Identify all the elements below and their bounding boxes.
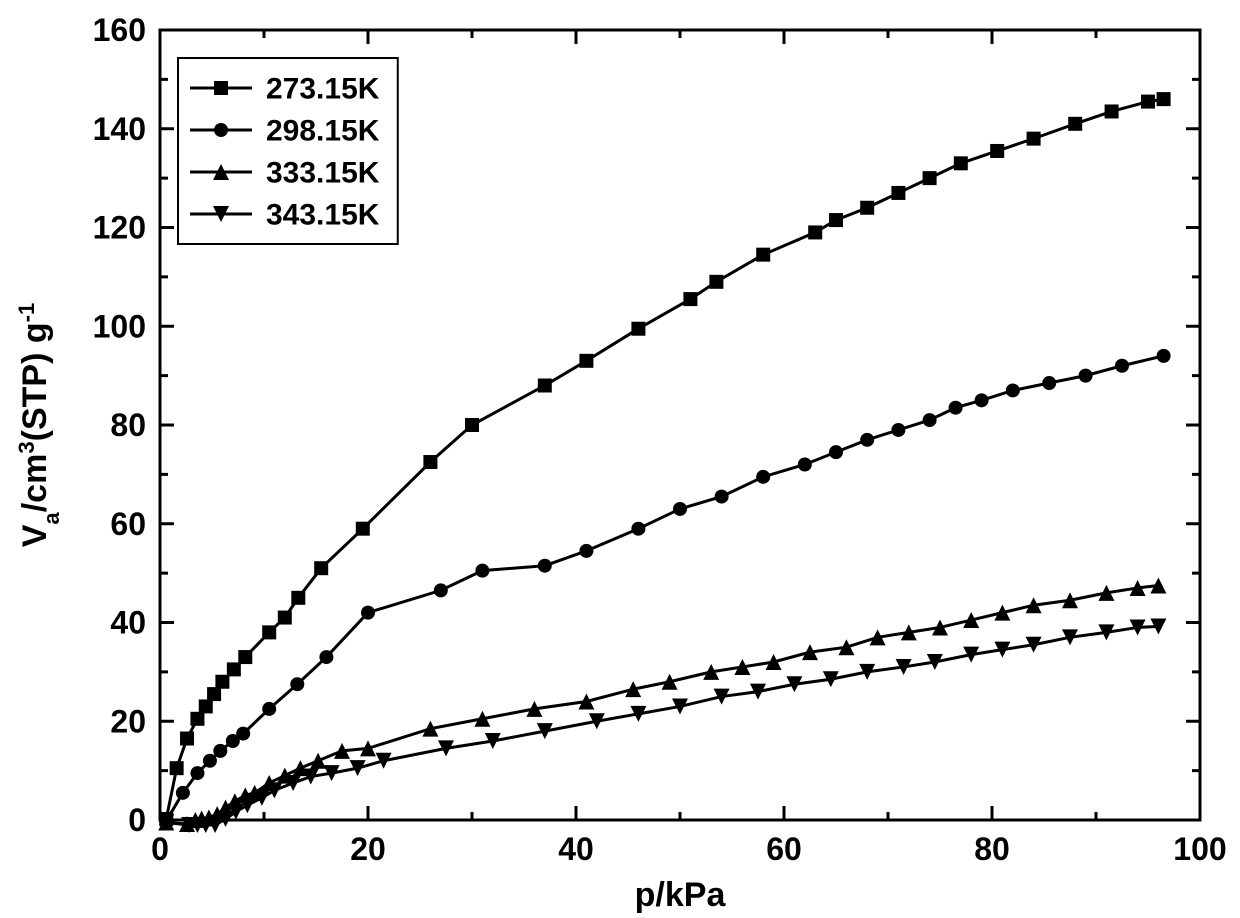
marker-square <box>190 712 204 726</box>
y-tick-label: 40 <box>110 605 146 641</box>
marker-square <box>262 625 276 639</box>
marker-circle <box>290 677 304 691</box>
marker-circle <box>579 544 593 558</box>
marker-circle <box>673 502 687 516</box>
marker-circle <box>949 401 963 415</box>
marker-square <box>756 248 770 262</box>
marker-square <box>1105 104 1119 118</box>
x-tick-label: 60 <box>766 831 802 867</box>
marker-square <box>423 455 437 469</box>
marker-circle <box>262 702 276 716</box>
marker-circle <box>1079 369 1093 383</box>
marker-circle <box>1006 383 1020 397</box>
marker-circle <box>1115 359 1129 373</box>
legend: 273.15K 298.15K 333.15K 343.15K <box>178 58 398 244</box>
marker-circle <box>1157 349 1171 363</box>
marker-square <box>631 322 645 336</box>
marker-circle <box>361 606 375 620</box>
marker-square <box>238 650 252 664</box>
marker-circle <box>798 458 812 472</box>
x-axis-label: p/kPa <box>635 876 727 914</box>
x-tick-label: 80 <box>974 831 1010 867</box>
marker-square <box>1068 117 1082 131</box>
marker-square <box>579 354 593 368</box>
marker-circle <box>236 727 250 741</box>
y-tick-label: 120 <box>93 210 146 246</box>
marker-square <box>860 201 874 215</box>
marker-square <box>356 522 370 536</box>
y-tick-label: 140 <box>93 111 146 147</box>
x-tick-label: 0 <box>151 831 169 867</box>
marker-circle <box>715 490 729 504</box>
marker-square <box>207 687 221 701</box>
marker-circle <box>214 123 228 137</box>
marker-square <box>709 275 723 289</box>
marker-circle <box>975 393 989 407</box>
marker-circle <box>213 744 227 758</box>
legend-label: 343.15K <box>266 199 380 232</box>
y-tick-label: 60 <box>110 506 146 542</box>
legend-label: 273.15K <box>266 73 380 106</box>
marker-square <box>1141 95 1155 109</box>
legend-label: 298.15K <box>266 115 380 148</box>
y-tick-label: 80 <box>110 407 146 443</box>
marker-circle <box>923 413 937 427</box>
chart-svg: 020406080100020406080100120140160p/kPaVa… <box>0 0 1240 918</box>
marker-square <box>1027 132 1041 146</box>
marker-square <box>683 292 697 306</box>
x-tick-label: 40 <box>558 831 594 867</box>
marker-square <box>199 699 213 713</box>
adsorption-isotherm-chart: 020406080100020406080100120140160p/kPaVa… <box>0 0 1240 918</box>
marker-square <box>291 591 305 605</box>
marker-square <box>808 225 822 239</box>
marker-circle <box>475 564 489 578</box>
marker-square <box>278 611 292 625</box>
marker-square <box>170 761 184 775</box>
marker-circle <box>190 766 204 780</box>
marker-square <box>180 732 194 746</box>
marker-square <box>227 662 241 676</box>
marker-circle <box>860 433 874 447</box>
marker-circle <box>1042 376 1056 390</box>
y-tick-label: 20 <box>110 703 146 739</box>
marker-square <box>829 213 843 227</box>
marker-square <box>215 675 229 689</box>
marker-square <box>465 418 479 432</box>
marker-square <box>1157 92 1171 106</box>
marker-circle <box>538 559 552 573</box>
marker-circle <box>434 583 448 597</box>
y-tick-label: 100 <box>93 308 146 344</box>
marker-square <box>923 171 937 185</box>
marker-square <box>214 81 228 95</box>
y-tick-label: 160 <box>93 12 146 48</box>
marker-circle <box>319 650 333 664</box>
marker-square <box>990 144 1004 158</box>
x-tick-label: 20 <box>350 831 386 867</box>
y-tick-label: 0 <box>128 802 146 838</box>
marker-square <box>538 379 552 393</box>
marker-circle <box>203 754 217 768</box>
marker-square <box>954 156 968 170</box>
x-tick-label: 100 <box>1173 831 1226 867</box>
marker-square <box>314 561 328 575</box>
marker-circle <box>829 445 843 459</box>
marker-circle <box>631 522 645 536</box>
marker-square <box>891 186 905 200</box>
marker-circle <box>891 423 905 437</box>
legend-label: 333.15K <box>266 157 380 190</box>
marker-circle <box>176 786 190 800</box>
marker-circle <box>756 470 770 484</box>
